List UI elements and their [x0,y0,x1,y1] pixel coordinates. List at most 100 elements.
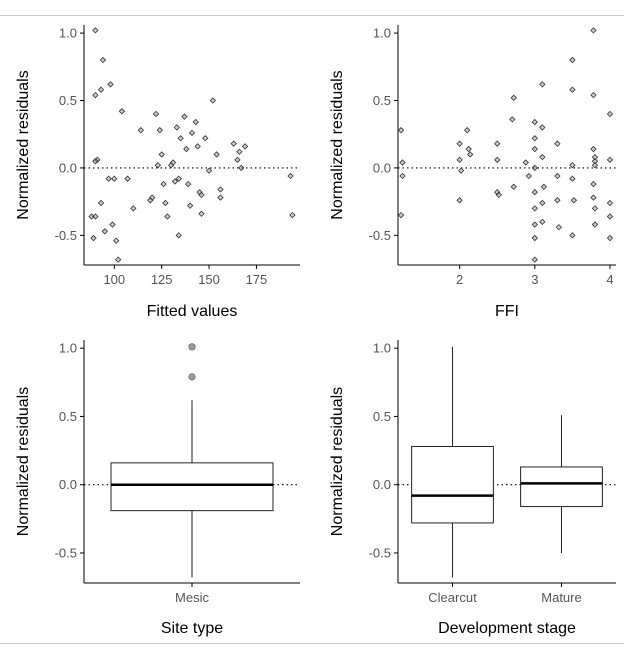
x-tick-label: Mesic [175,590,209,605]
data-point [217,186,224,193]
data-point [167,162,175,169]
data-point [569,56,576,64]
iqr-box [110,462,274,512]
data-point [177,135,184,142]
data-point [539,81,546,88]
data-point [92,27,99,34]
x-tick-label: 150 [198,272,220,287]
y-tick-label: -0.5 [55,545,77,560]
data-point [606,234,614,242]
data-point [234,156,241,163]
data-point [162,199,169,207]
data-point [539,153,546,161]
data-point [540,183,548,190]
data-point [107,81,114,88]
data-point [194,143,201,150]
data-point [531,145,538,153]
data-point [494,140,501,147]
data-point [569,162,576,169]
data-point [160,180,167,188]
data-point [554,172,561,180]
y-tick-label: -0.5 [369,545,391,560]
data-point [213,151,220,158]
y-tick-label: 0.0 [59,160,77,175]
data-point [183,145,190,153]
data-point [149,194,156,201]
x-axis-title: Fitted values [147,303,238,320]
data-point [606,156,614,163]
data-point [570,197,578,204]
data-point [554,197,561,204]
y-tick-label: 0.0 [59,477,77,492]
data-point [198,191,205,199]
y-tick-label: 0.0 [373,477,391,492]
outlier-point [188,373,196,381]
data-point [399,159,406,166]
data-point [494,189,501,196]
data-point [397,127,405,134]
data-point [241,143,249,150]
data-point [590,194,597,201]
data-point [198,210,205,217]
x-axis-title: FFI [495,303,519,320]
data-point [171,178,179,185]
data-point [569,232,576,239]
data-point [591,221,599,228]
data-point [531,256,538,263]
data-point [456,156,463,163]
data-point [569,175,576,182]
data-point [196,189,203,196]
data-point [606,110,614,118]
data-point [185,180,192,188]
data-point [101,228,109,235]
x-tick-label: Clearcut [428,590,477,605]
y-tick-label: 1.0 [373,26,391,41]
data-point [230,140,237,147]
data-point [169,159,177,166]
y-tick-label: 1.0 [373,341,391,356]
x-tick-label: Mature [541,590,581,605]
data-point [99,56,107,64]
x-tick-label: 2 [456,272,463,287]
data-point [164,213,171,220]
data-point [92,213,99,220]
data-point [137,127,145,134]
data-point [531,164,538,172]
data-point [399,172,406,180]
data-point [289,211,296,219]
x-axis-title: Development stage [438,620,576,637]
data-point [495,191,502,199]
data-point [186,202,194,209]
data-point [113,237,120,244]
x-axis-title: Site type [161,620,223,637]
iqr-box [520,466,603,508]
data-point [590,145,597,153]
data-point [154,162,162,169]
y-tick-label: 0.0 [373,160,391,175]
iqr-box [411,445,494,524]
data-point [531,135,538,142]
y-tick-label: 0.5 [59,409,77,424]
data-point [591,153,599,161]
data-point [118,108,126,115]
data-point [456,197,463,204]
data-point [522,159,529,166]
data-point [531,205,538,212]
data-point [173,124,181,131]
data-point [236,148,243,155]
outlier-point [188,343,196,351]
data-point [124,175,131,182]
data-point [147,197,154,204]
y-axis-title: Normalized residuals [329,70,346,219]
data-point [591,205,599,212]
data-point [217,194,224,201]
data-point [590,27,597,34]
y-tick-label: 0.5 [59,93,77,108]
data-point [130,205,137,212]
data-point [97,86,105,93]
y-axis-title: Normalized residuals [329,387,346,536]
y-tick-label: -0.5 [369,228,391,243]
x-tick-label: 100 [103,272,125,287]
y-axis-title: Normalized residuals [15,70,32,219]
data-point [152,110,160,118]
